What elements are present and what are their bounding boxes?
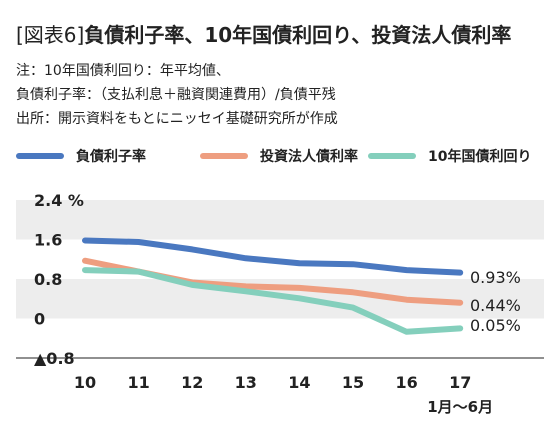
y-tick-label: 0.8 <box>34 270 62 289</box>
legend-swatch <box>200 153 248 159</box>
y-tick-label: 2.4 % <box>34 191 84 210</box>
legend-swatch <box>368 153 416 159</box>
x-tick-label: 13 <box>235 373 257 392</box>
series-end-label-2: 0.44% <box>470 296 521 315</box>
chart-legend: 負債利子率 投資法人債利率 10年国債利回り <box>16 146 546 166</box>
title-bracket: [図表6] <box>16 23 85 47</box>
y-tick-label: 0 <box>34 310 45 329</box>
legend-label: 負債利子率 <box>76 149 146 165</box>
series-end-label-3: 0.05% <box>470 316 521 335</box>
legend-swatch <box>16 153 64 159</box>
x-tick-label: 12 <box>181 373 203 392</box>
x-tick-sublabel: 1月〜6月 <box>427 398 493 416</box>
legend-item-series-3: 10年国債利回り <box>368 146 531 166</box>
x-tick-label: 10 <box>74 373 96 392</box>
legend-label: 10年国債利回り <box>428 149 532 165</box>
y-tick-label: 1.6 <box>34 231 62 250</box>
legend-item-series-1: 負債利子率 <box>16 146 146 166</box>
x-tick-label: 14 <box>288 373 310 392</box>
note-line-2: 負債利子率：（支払利息＋融資関連費用）/負債平残 <box>16 87 336 103</box>
x-tick-label: 16 <box>395 373 417 392</box>
note-line-3: 出所：開示資料をもとにニッセイ基礎研究所が作成 <box>16 111 338 127</box>
legend-label: 投資法人債利率 <box>260 149 358 165</box>
series-line-1 <box>82 237 464 276</box>
grid-band-1 <box>16 200 544 240</box>
chart-title: [図表6]負債利子率、10年国債利回り、投資法人債利率 <box>16 22 511 48</box>
series-end-label-1: 0.93% <box>470 268 521 287</box>
series-line-3 <box>82 267 464 335</box>
x-tick-label: 15 <box>342 373 364 392</box>
legend-item-series-2: 投資法人債利率 <box>200 146 358 166</box>
note-line-1: 注：10年国債利回り：年平均値、 <box>16 63 230 79</box>
x-tick-label: 17 <box>449 373 471 392</box>
x-tick-label: 11 <box>127 373 149 392</box>
title-main: 負債利子率、10年国債利回り、投資法人債利率 <box>84 23 512 47</box>
